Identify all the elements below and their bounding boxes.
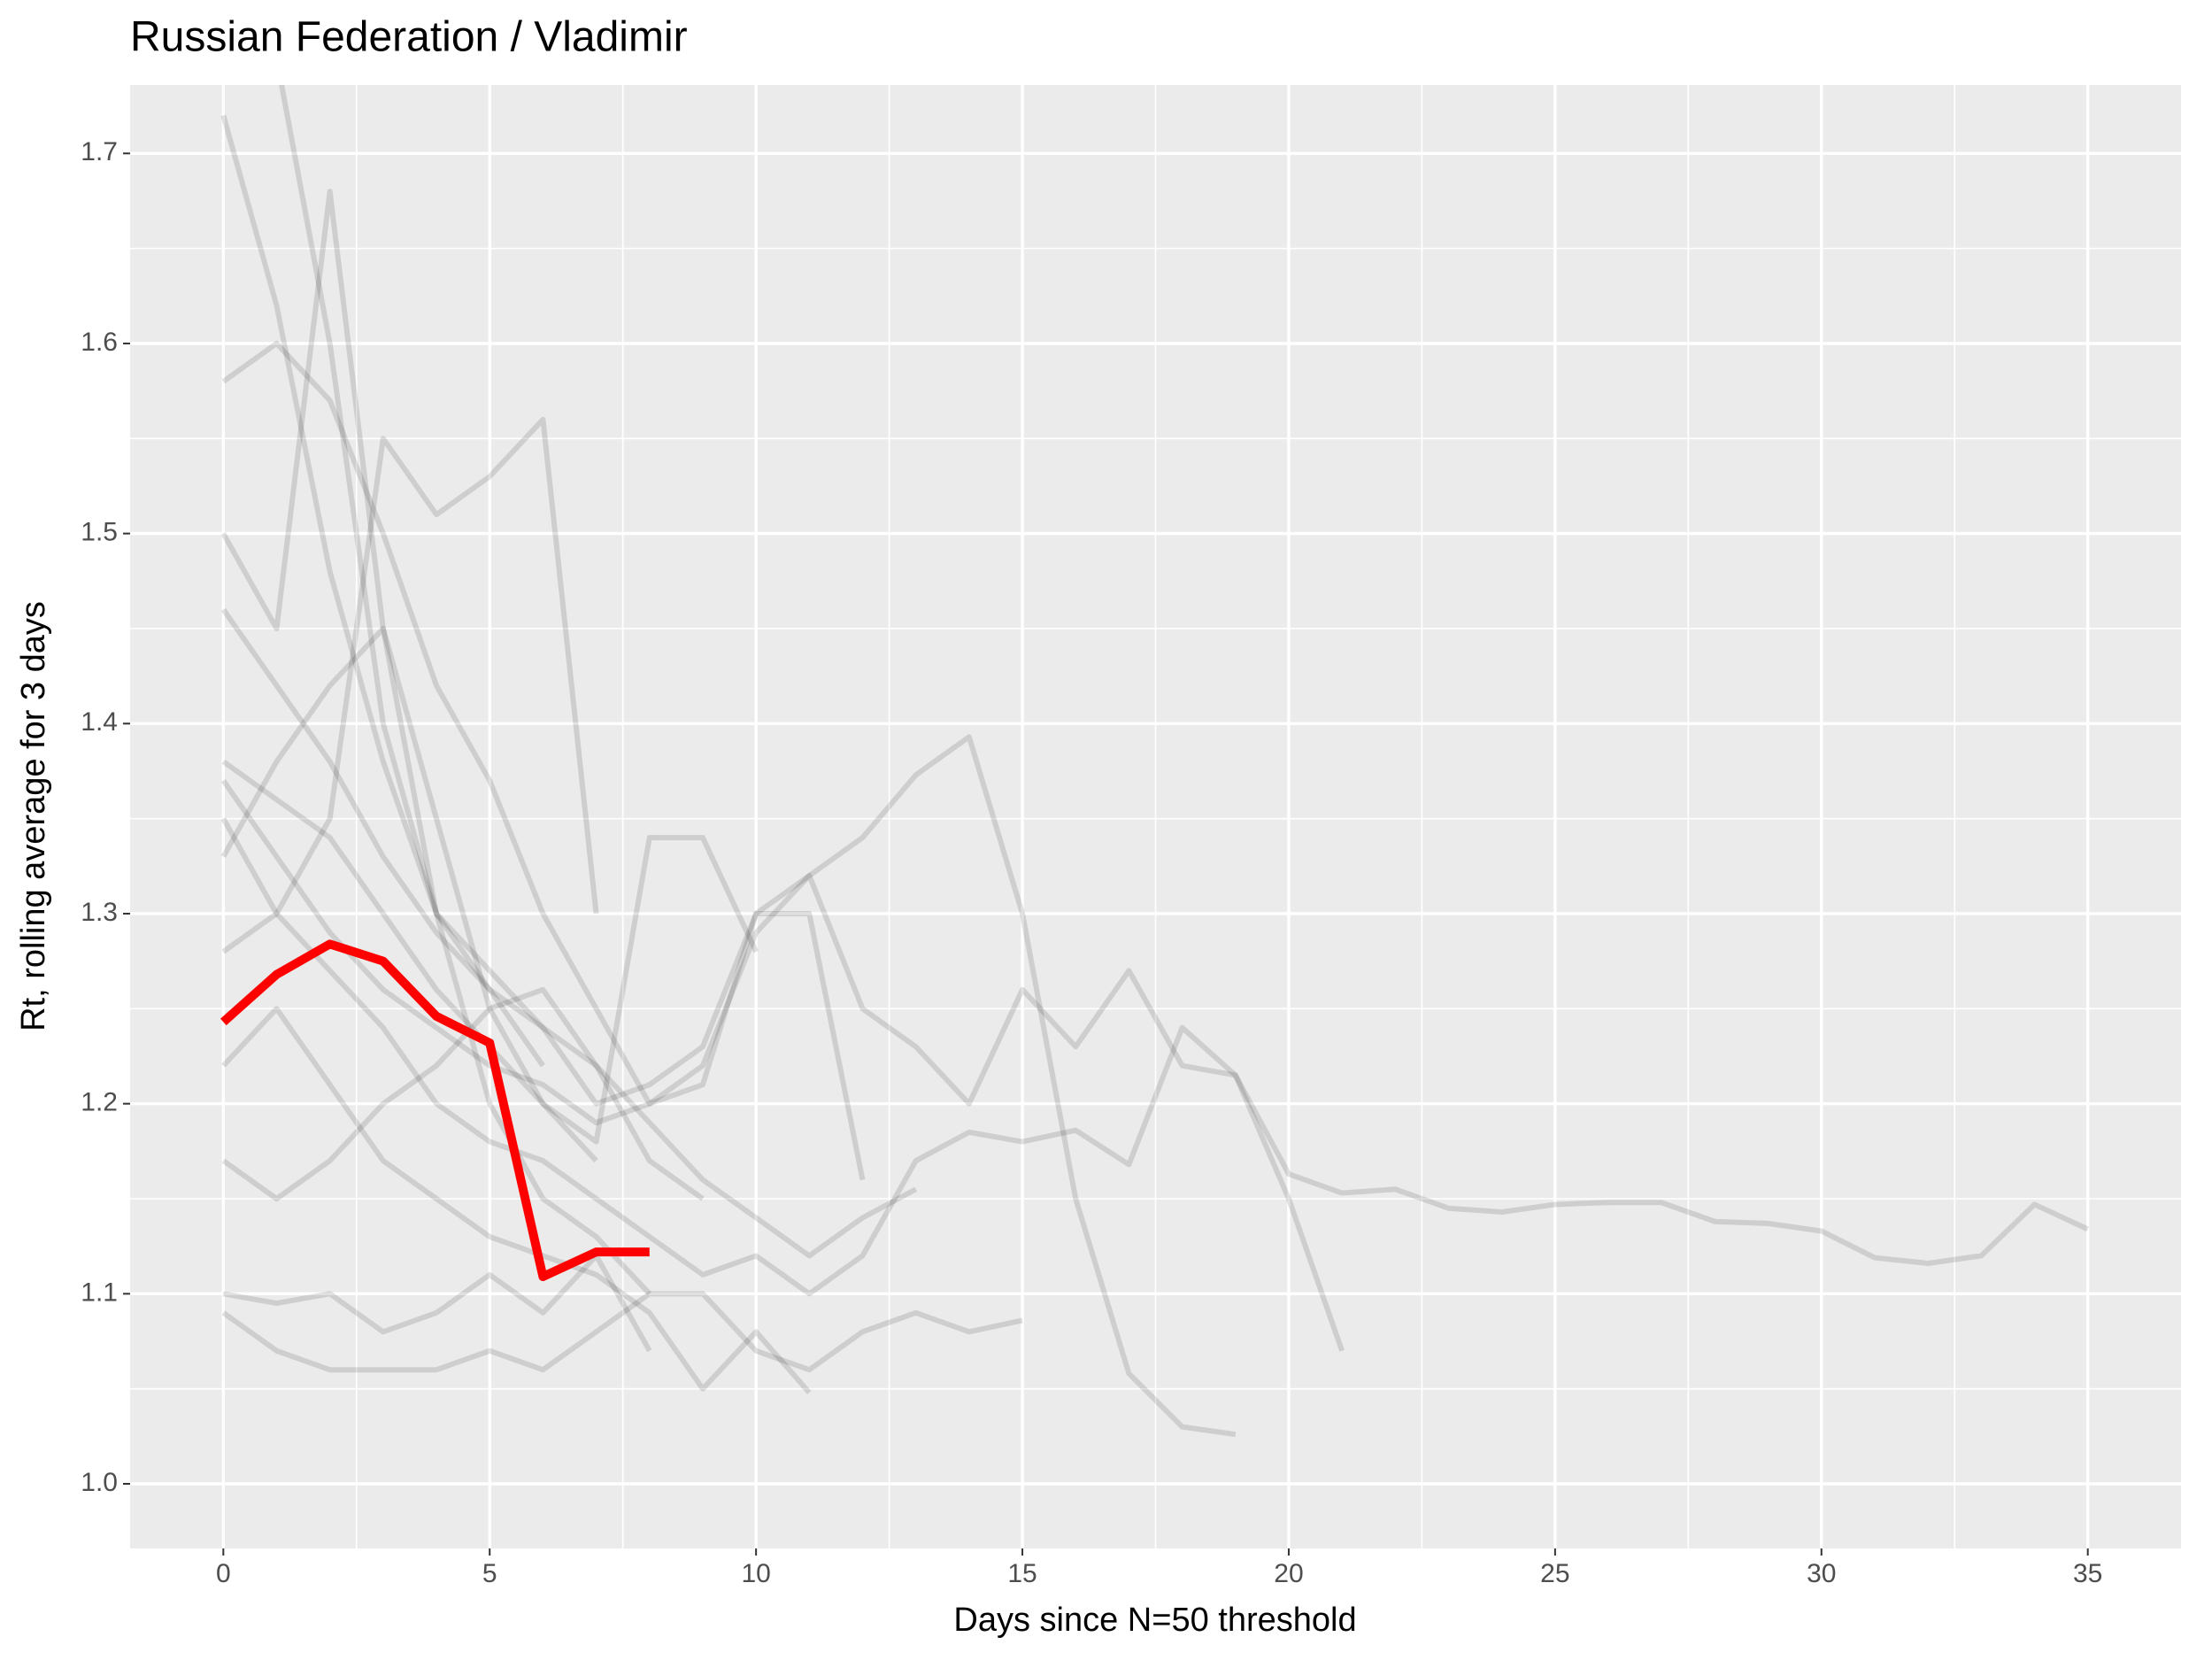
y-tick-label: 1.0 <box>81 1468 118 1497</box>
y-tick-label: 1.6 <box>81 328 118 357</box>
x-tick-label: 15 <box>1007 1559 1037 1588</box>
background-line <box>279 85 545 1068</box>
x-tick-label: 35 <box>2073 1559 2102 1588</box>
background-line <box>220 625 651 1296</box>
grid <box>130 85 2181 1548</box>
background-line <box>221 1006 812 1394</box>
highlight-line <box>220 939 650 1282</box>
x-tick-label: 0 <box>216 1559 231 1588</box>
chart-title: Russian Federation / Vladimir <box>130 14 688 61</box>
y-tick-label: 1.5 <box>81 518 118 547</box>
background-line <box>221 986 705 1201</box>
plot-area <box>220 85 2089 1438</box>
x-tick-label: 5 <box>482 1559 497 1588</box>
x-tick-label: 20 <box>1274 1559 1303 1588</box>
x-axis-label: Days since N=50 threshold <box>953 1602 1356 1639</box>
y-tick-label: 1.4 <box>81 707 118 737</box>
background-line <box>220 189 598 1163</box>
background-line <box>221 1291 1023 1373</box>
background-line <box>220 114 918 1259</box>
y-tick-label: 1.3 <box>81 898 118 927</box>
background-line <box>220 778 2089 1266</box>
y-axis-label: Rt, rolling average for 3 days <box>15 601 52 1031</box>
background-line <box>222 1253 652 1353</box>
background-line <box>220 817 1345 1352</box>
background-line <box>221 340 866 1181</box>
background-line <box>220 607 1237 1438</box>
x-tick-label: 10 <box>741 1559 770 1588</box>
y-tick-label: 1.1 <box>81 1278 118 1307</box>
x-tick-label: 25 <box>1540 1559 1569 1588</box>
y-tick-label: 1.2 <box>81 1088 118 1117</box>
background-line <box>221 416 599 954</box>
y-tick-label: 1.7 <box>81 137 118 166</box>
x-tick-label: 30 <box>1807 1559 1836 1588</box>
